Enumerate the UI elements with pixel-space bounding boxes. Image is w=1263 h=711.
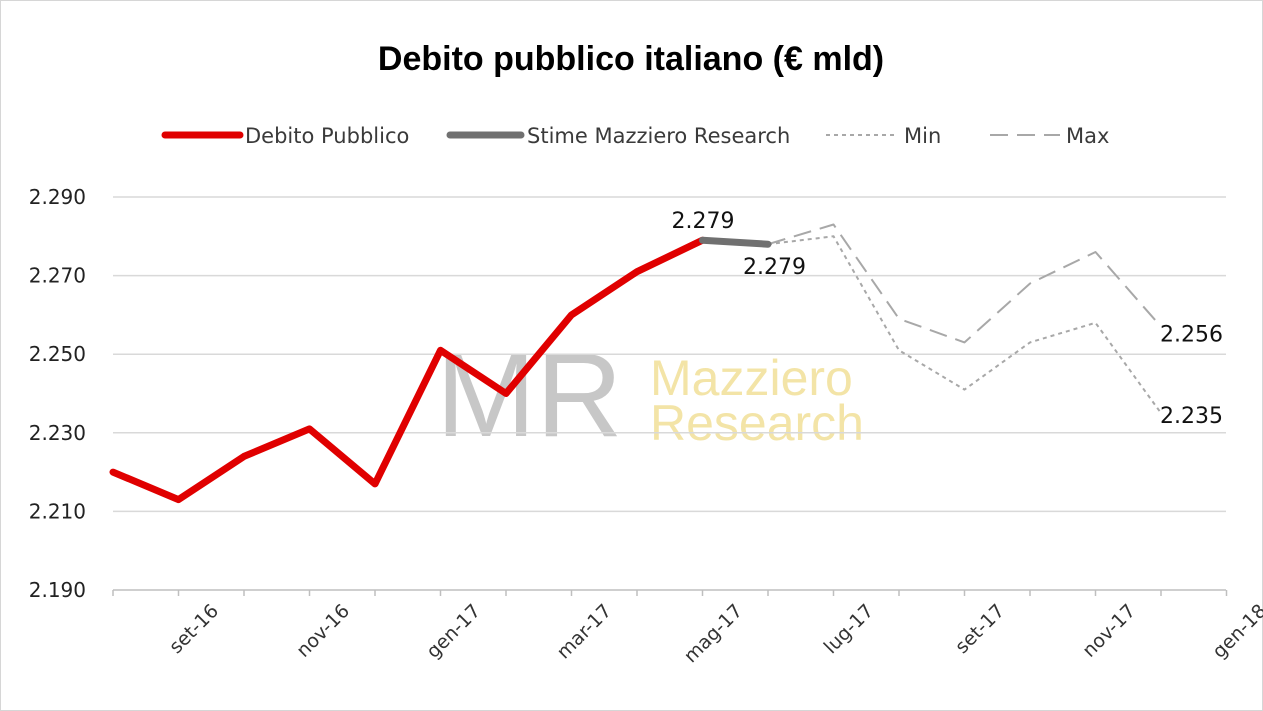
y-tick-label: 2.290 xyxy=(29,185,86,209)
chart-title: Debito pubblico italiano (€ mld) xyxy=(378,40,884,78)
watermark-logo-letters: MR xyxy=(436,328,623,462)
legend-label-stime: Stime Mazziero Research xyxy=(527,124,790,148)
axis-layer: 2.190 2.210 2.230 2.250 2.270 2.290 set-16 nov-… xyxy=(29,185,1263,667)
series-line-stime-mazziero-research xyxy=(699,236,772,248)
watermark: MR Mazziero Research xyxy=(436,328,864,462)
legend-label-debito: Debito Pubblico xyxy=(245,124,409,148)
x-tick-label: lug-17 xyxy=(820,600,878,658)
x-tick-label: set-16 xyxy=(165,600,223,658)
x-tick-label: gen-17 xyxy=(422,600,485,663)
series-line-max xyxy=(767,223,1162,344)
y-tick-label: 2.230 xyxy=(29,421,86,445)
data-label: 2.279 xyxy=(672,209,735,234)
data-label: 2.235 xyxy=(1160,404,1223,429)
y-tick-label: 2.270 xyxy=(29,264,86,288)
legend: Debito Pubblico Stime Mazziero Research … xyxy=(161,124,1109,148)
series-line-debito-pubblico xyxy=(109,236,706,504)
y-tick-label: 2.190 xyxy=(29,578,86,602)
legend-label-max: Max xyxy=(1066,124,1109,148)
series-line-min xyxy=(767,235,1162,414)
x-tick-label: gen-18 xyxy=(1208,600,1263,663)
watermark-line1: Mazziero xyxy=(650,350,853,406)
y-tick-label: 2.210 xyxy=(29,499,86,523)
x-tick-label: nov-17 xyxy=(1078,600,1140,662)
x-tick-label: set-17 xyxy=(951,600,1009,658)
series-layer xyxy=(109,223,1162,504)
grid-layer xyxy=(113,196,1226,513)
y-tick-label: 2.250 xyxy=(29,342,86,366)
x-tick-label: nov-16 xyxy=(292,600,354,662)
data-label: 2.279 xyxy=(743,255,806,280)
x-tick-label: mar-17 xyxy=(553,600,616,663)
data-label: 2.256 xyxy=(1160,323,1223,348)
watermark-line2: Research xyxy=(650,395,864,451)
legend-label-min: Min xyxy=(904,124,941,148)
x-tick-label: mag-17 xyxy=(680,600,747,667)
label-layer: 2.279 2.279 2.256 2.235 xyxy=(672,209,1223,429)
